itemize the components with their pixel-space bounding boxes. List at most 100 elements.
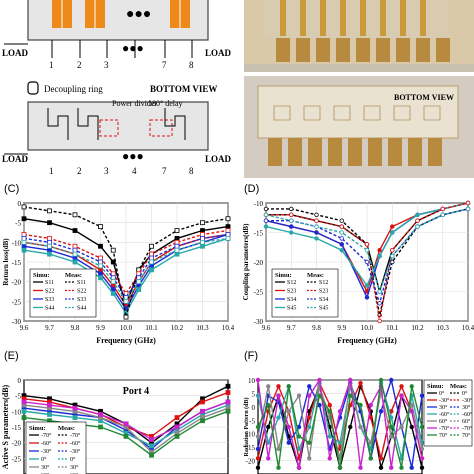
- series-point: [225, 236, 231, 241]
- photo-bottom-view-label: BOTTOM VIEW: [394, 93, 454, 102]
- y-tick-label: 0: [18, 377, 22, 385]
- series-point: [72, 243, 78, 249]
- x-tick-label: 9.9: [96, 324, 105, 332]
- series-point: [409, 402, 414, 408]
- series-point: [314, 224, 319, 229]
- series-point: [389, 434, 394, 439]
- series-point: [307, 393, 312, 398]
- legend-label-meas: -70°: [70, 432, 81, 439]
- series-point: [149, 243, 154, 249]
- series-point: [174, 251, 180, 257]
- series-point: [327, 434, 332, 439]
- series-point: [276, 384, 281, 389]
- legend-label-meas: 0°: [70, 456, 76, 463]
- legend-label-simu: S23: [287, 289, 296, 295]
- series-point: [327, 402, 332, 408]
- series-point: [21, 415, 27, 420]
- series-point: [47, 243, 52, 249]
- series-point: [21, 399, 27, 405]
- series-point: [289, 218, 294, 223]
- series-point: [123, 314, 129, 320]
- series-point: [123, 421, 129, 427]
- legend-box: [25, 421, 87, 474]
- series-point: [378, 465, 384, 470]
- series-point: [21, 236, 27, 241]
- series-point: [149, 251, 154, 257]
- series-point: [440, 212, 445, 217]
- y-tick-label: 10: [248, 377, 256, 385]
- series-point: [307, 384, 312, 389]
- series-point: [348, 393, 353, 398]
- series-point: [174, 239, 180, 245]
- load-label-left: LOAD: [2, 48, 29, 58]
- series-point: [47, 251, 52, 257]
- legend-label-simu: S45: [287, 306, 296, 312]
- series-point: [149, 259, 154, 265]
- series-point: [409, 424, 414, 430]
- series-point: [21, 216, 27, 222]
- y-tick-label: -20: [246, 458, 256, 466]
- legend-label-meas: 60°: [462, 418, 471, 425]
- x-tick-label: 9.9: [337, 324, 346, 332]
- series-point: [98, 259, 103, 265]
- series-point: [225, 390, 231, 395]
- series-point: [286, 424, 291, 430]
- x-tick-label: 9.8: [71, 324, 80, 332]
- legend-label-meas: 60°: [70, 472, 79, 474]
- x-tick-label: 10.3: [196, 324, 209, 332]
- series-point: [98, 263, 103, 269]
- y-tick-label: -15: [246, 444, 256, 452]
- series-point: [339, 218, 344, 223]
- legend-label-simu: 60°: [41, 472, 50, 474]
- series-point: [339, 242, 344, 247]
- series-point: [21, 232, 27, 237]
- series-point: [348, 377, 353, 383]
- ellipsis-dots: ●●●: [122, 41, 144, 55]
- series-point: [296, 465, 302, 470]
- series-point: [389, 465, 394, 470]
- series-point: [174, 236, 180, 241]
- decoupling-ring-legend: Decoupling ring: [44, 84, 103, 94]
- port-number: 7: [162, 166, 167, 176]
- series-point: [419, 424, 425, 430]
- legend-label-meas: S44: [77, 306, 86, 312]
- series-point: [377, 248, 382, 253]
- series-point: [314, 212, 319, 217]
- x-tick-label: 10.0: [120, 324, 133, 332]
- series-point: [377, 301, 382, 306]
- legend-label-meas: S22: [77, 289, 86, 295]
- series-point: [377, 253, 382, 259]
- series-point: [364, 248, 370, 253]
- y-tick-label: -5: [15, 220, 21, 228]
- series-point: [200, 232, 205, 237]
- y-tick-label: -10: [254, 200, 264, 208]
- port-number: 1: [49, 60, 54, 70]
- series-point: [440, 206, 445, 212]
- series-point: [296, 434, 302, 439]
- x-axis-label: Frequency (GHz): [96, 336, 156, 345]
- y-axis-label: Return loss(dB): [2, 238, 10, 286]
- series-point: [337, 465, 343, 470]
- series-point: [317, 393, 322, 398]
- series-point: [255, 377, 261, 383]
- y-axis-label: Active S parameters(dB): [1, 384, 10, 469]
- port-number: 2: [77, 166, 82, 176]
- series-point: [327, 456, 332, 461]
- series-point: [98, 275, 103, 281]
- y-tick-label: -30: [254, 318, 264, 326]
- series-point: [21, 247, 27, 253]
- series-point: [200, 239, 205, 245]
- load-label-left: LOAD: [2, 154, 29, 164]
- legend-header-simu: Simu:: [29, 425, 46, 432]
- series-point: [339, 224, 344, 229]
- port-number: 7: [162, 60, 167, 70]
- legend-box: [271, 268, 339, 318]
- series-point: [200, 228, 205, 233]
- series-point: [98, 224, 103, 230]
- legend-label-simu: -70°: [41, 432, 52, 439]
- legend-header-meas: Meas:: [65, 272, 82, 279]
- series-point: [200, 220, 205, 226]
- x-tick-label: 10.4: [222, 324, 234, 332]
- y-tick-label: -20: [254, 259, 264, 267]
